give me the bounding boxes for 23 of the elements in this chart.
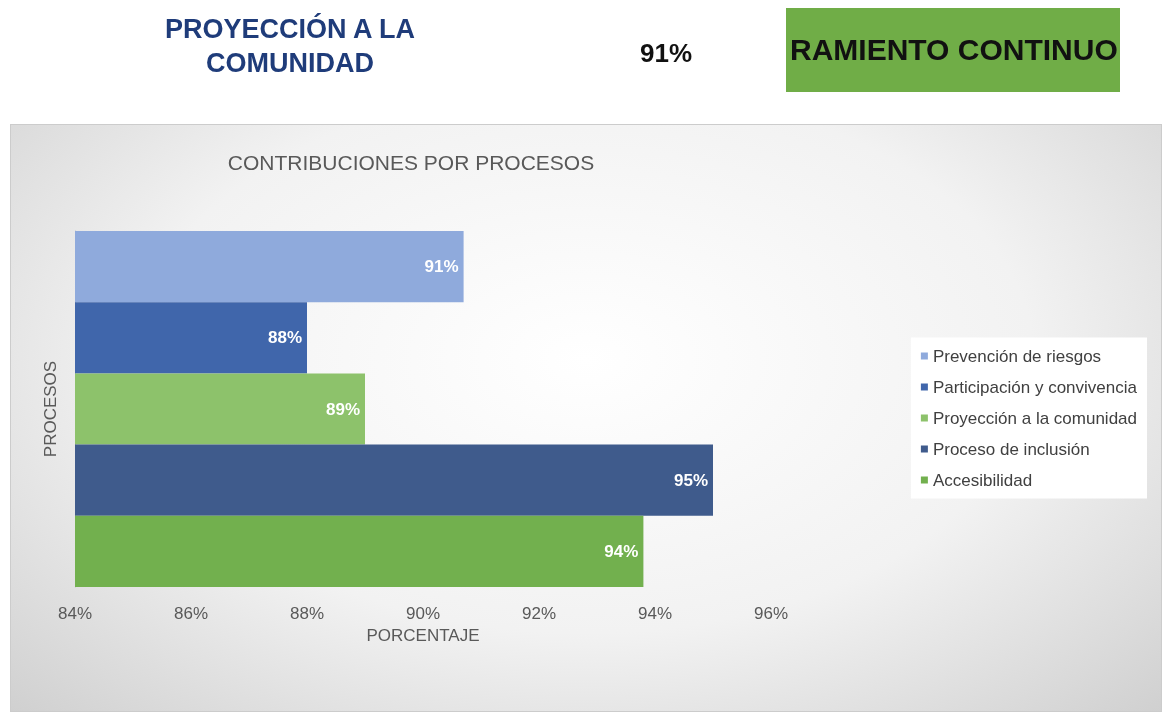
data-label: 95% [673, 470, 708, 490]
chart-title: CONTRIBUCIONES POR PROCESOS [227, 151, 595, 174]
x-tick-label: 90% [405, 604, 441, 623]
x-tick-label: 84% [57, 604, 93, 623]
x-tick-label: 86% [173, 604, 209, 623]
data-label: 89% [325, 399, 360, 419]
data-label: 88% [267, 328, 302, 348]
legend-label: Proyección a la comunidad [932, 408, 1138, 428]
y-axis-title: PROCESOS [41, 360, 60, 458]
legend-label: Prevención de riesgos [932, 346, 1102, 366]
x-tick-label: 92% [521, 604, 557, 623]
data-label: 94% [604, 541, 639, 561]
legend-label: Accesibilidad [932, 470, 1033, 490]
text: PROYECCIÓN A LA COMUNIDAD [164, 12, 416, 80]
x-tick-label: 88% [289, 604, 325, 623]
x-tick-label: 96% [753, 604, 789, 623]
data-label: 91% [424, 257, 459, 277]
x-tick-label: 94% [637, 604, 673, 623]
text: 91% [640, 38, 693, 69]
x-axis-title: PORCENTAJE [366, 626, 480, 645]
legend-label: Proceso de inclusión [932, 439, 1090, 459]
text: RAMIENTO CONTINUO [786, 8, 1120, 92]
legend-label: Participación y convivencia [932, 377, 1138, 397]
